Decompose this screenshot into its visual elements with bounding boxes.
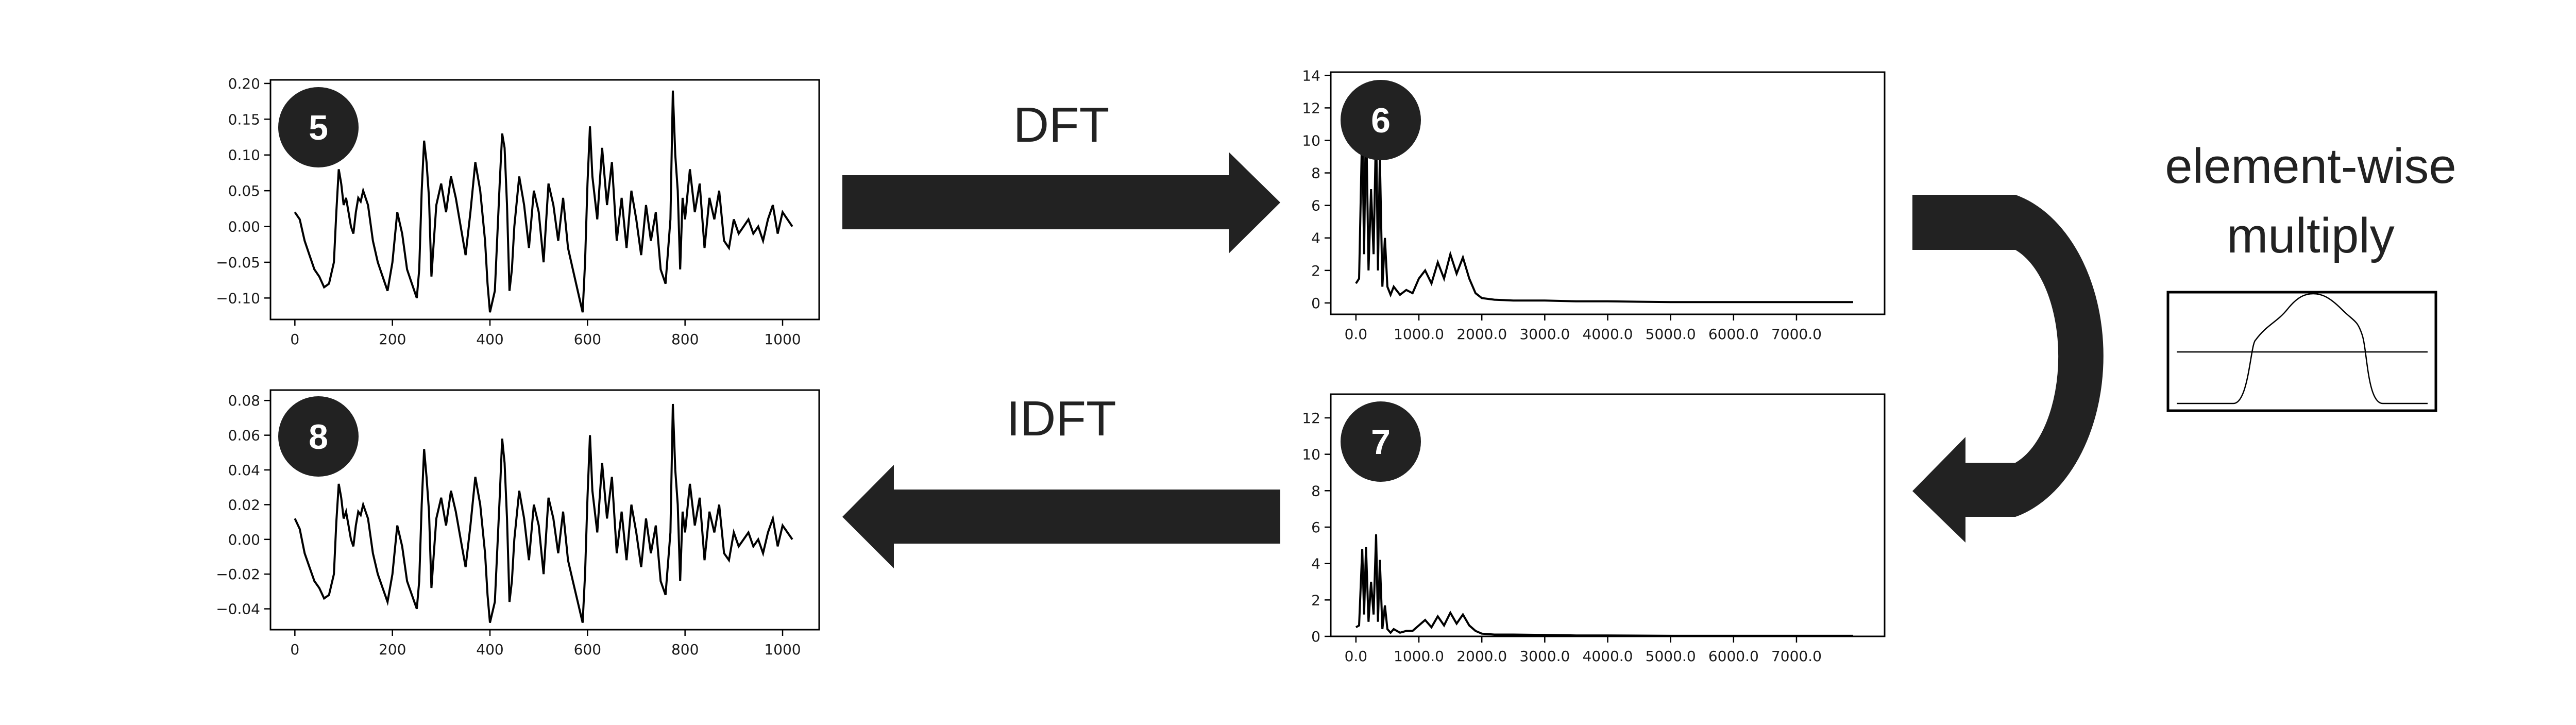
x-tick-label: 200: [379, 641, 406, 658]
x-tick-label: 600: [574, 641, 601, 658]
x-tick-label: 200: [379, 331, 406, 348]
step-badge-number: 6: [1371, 101, 1391, 140]
y-tick-label: 6: [1311, 519, 1320, 536]
y-tick-label: 0.05: [228, 182, 260, 199]
x-tick-label: 3000.0: [1519, 326, 1570, 343]
x-tick-label: 0: [290, 641, 299, 658]
right-arrow-icon: [842, 152, 1280, 254]
spectrum-line: [1355, 534, 1853, 637]
x-tick-label: 4000.0: [1583, 326, 1633, 343]
x-tick-label: 5000.0: [1646, 648, 1696, 665]
y-tick-label: 0: [1311, 628, 1320, 645]
step-badge: [1341, 401, 1421, 482]
y-tick-label: 0.10: [228, 147, 260, 164]
x-tick-label: 0.0: [1345, 648, 1368, 665]
plot-ticks: 0 200 400 600 800 1000 −0.04 −0.02 0.00 0.02 0.04 0…: [216, 392, 801, 658]
plot-frame: [1330, 393, 1886, 637]
y-tick-label: 0.00: [228, 531, 260, 548]
y-tick-label: 14: [1302, 67, 1320, 84]
x-tick-label: 5000.0: [1646, 326, 1696, 343]
operation-label-line2: multiply: [2227, 208, 2394, 263]
y-tick-label: 4: [1311, 230, 1320, 247]
y-tick-label: −0.10: [216, 290, 260, 307]
y-tick-label: 0.06: [228, 427, 260, 444]
x-tick-label: 800: [671, 641, 699, 658]
x-tick-label: 0: [290, 331, 299, 348]
y-tick-label: 2: [1311, 262, 1320, 279]
x-tick-label: 6000.0: [1708, 648, 1759, 665]
x-tick-label: 400: [476, 331, 503, 348]
x-tick-label: 600: [574, 331, 601, 348]
y-tick-label: 8: [1311, 165, 1320, 182]
x-tick-label: 7000.0: [1771, 648, 1822, 665]
curved-arrow-icon: [1912, 195, 2104, 543]
step-badge-number: 8: [309, 417, 328, 457]
y-tick-label: 0.15: [228, 111, 260, 128]
y-tick-label: −0.05: [216, 254, 260, 271]
filtered-spectrum-plot: 0.0 1000.0 2000.0 3000.0 4000.0 5000.0 6000.0 7…: [1302, 393, 1886, 665]
y-tick-label: 4: [1311, 555, 1320, 572]
step-badge: [1341, 80, 1421, 160]
y-tick-label: 0.08: [228, 392, 260, 409]
time-signal-plot: 0 200 400 600 800 1000 −0.10 −0.05 0.00 0.05 0.10 0…: [216, 75, 820, 348]
y-tick-label: 10: [1302, 446, 1320, 463]
y-tick-label: −0.02: [216, 566, 260, 583]
plot-ticks: 0.0 1000.0 2000.0 3000.0 4000.0 5000.0 6000.0 7…: [1302, 67, 1822, 343]
spectrum-plot: 0.0 1000.0 2000.0 3000.0 4000.0 5000.0 6000.0 7…: [1302, 67, 1886, 343]
signal-line: [294, 90, 793, 313]
plot-ticks: 0.0 1000.0 2000.0 3000.0 4000.0 5000.0 6000.0 7…: [1302, 410, 1822, 665]
step-badge: [278, 396, 359, 477]
x-tick-label: 2000.0: [1456, 326, 1507, 343]
y-tick-label: 12: [1302, 99, 1320, 116]
x-tick-label: 6000.0: [1708, 326, 1759, 343]
y-tick-label: 12: [1302, 410, 1320, 427]
filtered-signal-plot: 0 200 400 600 800 1000 −0.04 −0.02 0.00 0.02 0.04 0…: [216, 389, 820, 658]
y-tick-label: 0.02: [228, 496, 260, 513]
y-tick-label: 6: [1311, 197, 1320, 214]
x-tick-label: 1000: [764, 641, 801, 658]
x-tick-label: 1000.0: [1394, 648, 1444, 665]
signal-line: [294, 403, 793, 623]
x-tick-label: 7000.0: [1771, 326, 1822, 343]
x-tick-label: 0.0: [1345, 326, 1368, 343]
x-tick-label: 800: [671, 331, 699, 348]
idft-label: IDFT: [1006, 391, 1116, 446]
step-badge-number: 7: [1371, 423, 1391, 462]
y-tick-label: 0.00: [228, 218, 260, 235]
x-tick-label: 2000.0: [1456, 648, 1507, 665]
x-tick-label: 4000.0: [1583, 648, 1633, 665]
step-badge-number: 5: [309, 108, 328, 147]
x-tick-label: 3000.0: [1519, 648, 1570, 665]
y-tick-label: 2: [1311, 592, 1320, 609]
y-tick-label: 8: [1311, 482, 1320, 499]
y-tick-label: 0.20: [228, 75, 260, 92]
y-tick-label: 0.04: [228, 462, 260, 479]
x-tick-label: 1000: [764, 331, 801, 348]
step-badge: [278, 87, 359, 167]
left-arrow-icon: [842, 465, 1280, 568]
plot-ticks: 0 200 400 600 800 1000 −0.10 −0.05 0.00 0.05 0.10 0…: [216, 75, 801, 348]
y-tick-label: 0: [1311, 295, 1320, 312]
dft-label: DFT: [1013, 97, 1110, 153]
spectrum-line: [1355, 108, 1853, 304]
x-tick-label: 400: [476, 641, 503, 658]
filter-window-icon: [2166, 291, 2437, 412]
y-tick-label: −0.04: [216, 601, 260, 618]
x-tick-label: 1000.0: [1394, 326, 1444, 343]
operation-label-line1: element-wise: [2165, 139, 2456, 194]
y-tick-label: 10: [1302, 132, 1320, 149]
